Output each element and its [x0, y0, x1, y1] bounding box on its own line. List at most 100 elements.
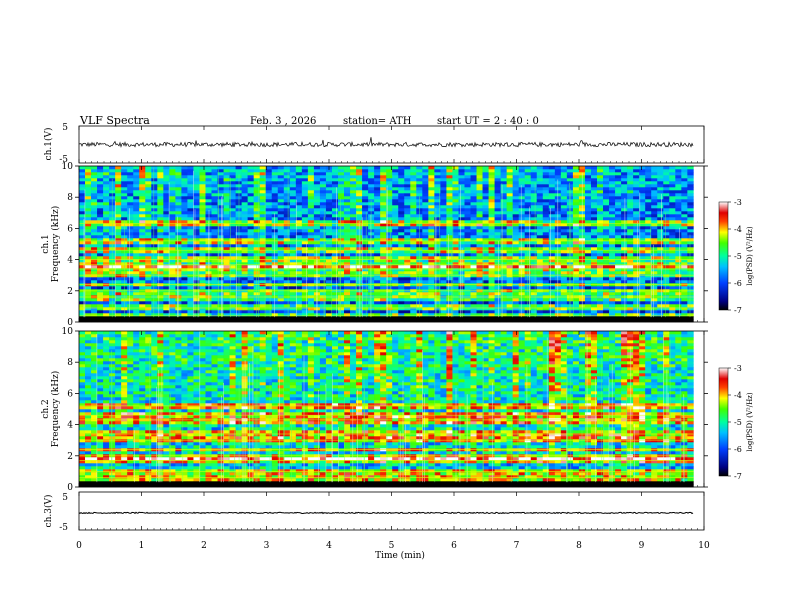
spectrogram-cell [350, 202, 357, 206]
spectrogram-cell [422, 181, 429, 185]
spectrogram-cell [410, 217, 417, 221]
spectrogram-cell [633, 256, 640, 260]
spectrogram-cell [615, 196, 622, 200]
spectrogram-cell [476, 280, 483, 284]
spectrogram-cell [434, 271, 441, 275]
spectrogram-cell [223, 169, 230, 173]
spectrogram-cell [259, 274, 267, 278]
spectrogram-cell [109, 175, 116, 179]
spectrogram-cell [603, 199, 610, 203]
spectrogram-cell [530, 313, 538, 317]
spectrogram-cell [615, 235, 622, 239]
spectrogram-cell [338, 235, 345, 239]
spectrogram-cell [633, 268, 640, 272]
spectrogram-cell [139, 286, 146, 290]
spectrogram-cell [440, 274, 447, 278]
spectrogram-cell [139, 202, 146, 206]
spectrogram-cell [446, 256, 453, 260]
spectrogram-cell [645, 211, 652, 215]
spectrogram-cell [566, 313, 574, 317]
spectrogram-cell [434, 259, 441, 263]
spectrogram-cell [470, 253, 477, 257]
spectrogram-cell [223, 313, 230, 317]
spectrogram-cell [380, 172, 387, 176]
spectrogram-cell [187, 313, 194, 317]
spectrogram-cell [319, 223, 327, 227]
spectrogram-cell [229, 292, 236, 296]
spectrogram-cell [325, 256, 333, 260]
spectrogram-cell [603, 259, 610, 263]
spectrogram-cell [428, 292, 435, 296]
spectrogram-cell [404, 217, 411, 221]
spectrogram-cell [398, 277, 405, 281]
spectrogram-cell [91, 244, 98, 248]
spectrogram-cell [452, 280, 459, 284]
spectrogram-cell [590, 286, 598, 290]
spectrogram-cell [277, 187, 285, 191]
spectrogram-cell [211, 232, 218, 236]
spectrogram-cell [404, 271, 411, 275]
spectrogram-cell [350, 175, 357, 179]
spectrogram-cell [482, 175, 489, 179]
spectrogram-cell [91, 199, 98, 203]
spectrogram-cell [524, 175, 532, 179]
spectrogram-cell [428, 241, 435, 245]
spectrogram-cell [476, 220, 483, 224]
spectrogram-cell [627, 292, 634, 296]
spectrogram-cell [241, 166, 248, 170]
spectrogram-cell [127, 259, 134, 263]
spectrogram-cell [590, 184, 598, 188]
spectrogram-cell [319, 175, 327, 179]
spectrogram-cell [91, 238, 98, 242]
spectrogram-cell [494, 250, 501, 254]
spectrogram-cell [97, 166, 104, 170]
spectrogram-cell [603, 175, 610, 179]
spectrogram-cell [151, 235, 158, 239]
spectrogram-cell [530, 178, 538, 182]
spectrogram-cell [434, 181, 441, 185]
spectrogram-cell [223, 190, 230, 194]
spectrogram-cell [79, 208, 86, 212]
spectrogram-cell [560, 220, 568, 224]
spectrogram-cell [458, 166, 465, 170]
spectrogram-cell [416, 187, 423, 191]
spectrogram-cell [512, 304, 519, 308]
spectrogram-cell [97, 178, 104, 182]
spectrogram-cell [289, 193, 297, 197]
spectrogram-cell [603, 196, 610, 200]
spectrogram-cell [452, 259, 459, 263]
spectrogram-cell [386, 268, 393, 272]
spectrogram-cell [392, 298, 399, 302]
spectrogram-cell [241, 190, 248, 194]
spectrogram-cell [500, 268, 507, 272]
spectrogram-cell [380, 280, 387, 284]
spectrogram-cell [241, 169, 248, 173]
spectrogram-cell [627, 199, 634, 203]
spectrogram-cell [536, 235, 544, 239]
spectrogram-cell [331, 178, 339, 182]
spectrogram-cell [241, 262, 248, 266]
spectrogram-cell [548, 274, 556, 278]
spectrogram-cell [151, 310, 158, 314]
spectrogram-cell [277, 268, 285, 272]
spectrogram-cell [506, 247, 513, 251]
spectrogram-cell [380, 187, 387, 191]
spectrogram-cell [217, 304, 224, 308]
spectrogram-cell [470, 226, 477, 230]
spectrogram-cell [476, 181, 483, 185]
spectrogram-cell [464, 265, 471, 269]
spectrogram-cell [386, 265, 393, 269]
spectrogram-cell [163, 271, 170, 275]
spectrogram-cell [597, 220, 604, 224]
spectrogram-cell [338, 208, 345, 212]
spectrogram-cell [356, 196, 363, 200]
spectrogram-cell [566, 277, 574, 281]
spectrogram-cell [139, 187, 146, 191]
spectrogram-cell [422, 190, 429, 194]
spectrogram-cell [223, 265, 230, 269]
spectrogram-cell [211, 169, 218, 173]
spectrogram-cell [627, 310, 634, 314]
spectrogram-cell [79, 205, 86, 209]
spectrogram-cell [530, 184, 538, 188]
spectrogram-cell [536, 280, 544, 284]
